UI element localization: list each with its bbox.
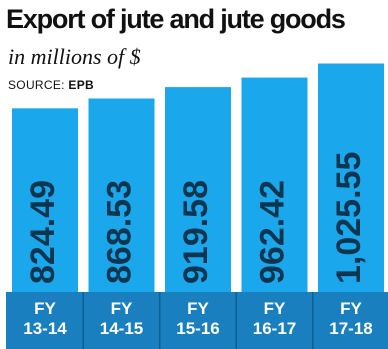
bar-value-label-1: 824.49 — [24, 180, 62, 284]
category-label-4-line-2: 16-17 — [253, 319, 296, 338]
bar-value-label-4: 962.42 — [253, 180, 291, 284]
category-label-3-line-1: FY — [187, 299, 209, 318]
chart-subtitle: in millions of $ — [8, 44, 141, 69]
source-name: EPB — [68, 78, 94, 92]
category-band — [6, 292, 388, 349]
bar-1 — [12, 108, 78, 293]
category-label-3-line-2: 15-16 — [176, 319, 219, 338]
category-label-2-line-1: FY — [111, 299, 133, 318]
category-label-4-line-1: FY — [264, 299, 286, 318]
source-prefix: SOURCE: — [8, 78, 65, 92]
bar-value-label-2: 868.53 — [100, 180, 138, 284]
bar-value-label-3: 919.58 — [177, 180, 215, 284]
chart-title: Export of jute and jute goods — [6, 4, 346, 34]
bar-4 — [241, 77, 308, 293]
bar-5 — [318, 63, 384, 292]
category-label-1-line-1: FY — [34, 299, 56, 318]
bars-group: 824.49 868.53 919.58 962.42 1,025.55 — [12, 63, 384, 293]
category-label-5-line-1: FY — [340, 299, 362, 318]
source-line: SOURCE: EPB — [8, 78, 94, 92]
bar-2 — [88, 98, 155, 292]
bar-value-label-5: 1,025.55 — [330, 152, 368, 284]
category-label-1-line-2: 13-14 — [23, 319, 67, 338]
category-label-2-line-2: 14-15 — [100, 319, 143, 338]
bar-3 — [165, 87, 231, 292]
category-label-5-line-2: 17-18 — [329, 319, 372, 338]
